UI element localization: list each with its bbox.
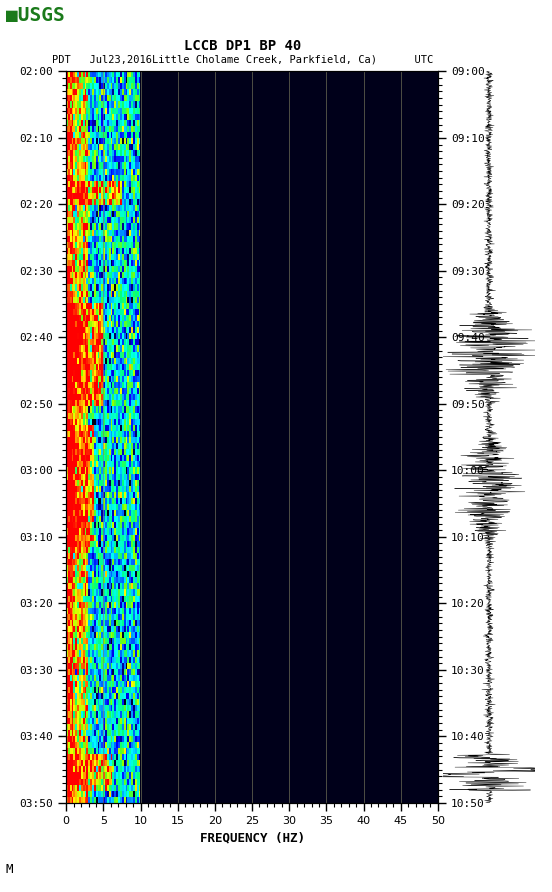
Text: PDT   Jul23,2016Little Cholame Creek, Parkfield, Ca)      UTC: PDT Jul23,2016Little Cholame Creek, Park… [52, 54, 433, 64]
Text: LCCB DP1 BP 40: LCCB DP1 BP 40 [184, 39, 301, 54]
Text: M: M [6, 863, 13, 876]
Text: ■USGS: ■USGS [6, 6, 64, 25]
X-axis label: FREQUENCY (HZ): FREQUENCY (HZ) [200, 831, 305, 845]
